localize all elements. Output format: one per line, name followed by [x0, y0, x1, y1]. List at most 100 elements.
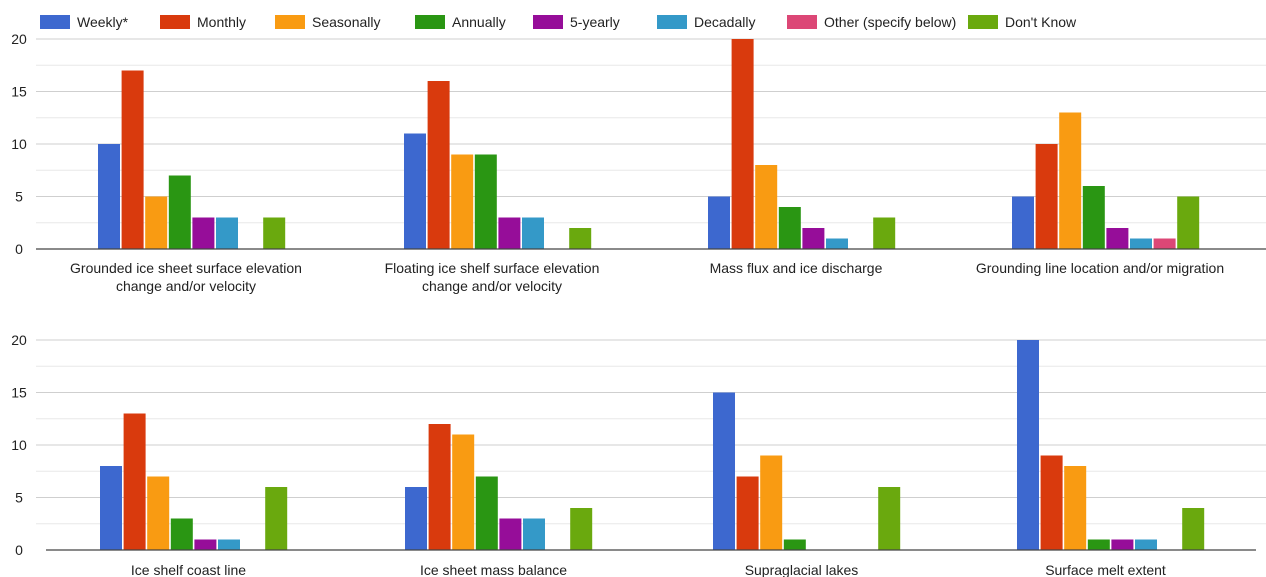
bar [713, 392, 735, 550]
bar [522, 217, 544, 249]
bar [404, 133, 426, 249]
legend-item: Seasonally [275, 14, 381, 30]
bar [263, 217, 286, 249]
category-label: Grounded ice sheet surface elevation chan… [70, 260, 302, 294]
bar [1035, 144, 1058, 249]
legend-label: Weekly* [77, 14, 129, 30]
y-tick-label: 20 [11, 332, 27, 348]
category-label-line: Grounding line location and/or migration [976, 260, 1224, 276]
bar [451, 154, 474, 249]
y-tick-label: 15 [11, 385, 27, 401]
category-label-line: change and/or velocity [116, 278, 256, 294]
legend-label: Decadally [694, 14, 755, 30]
bar [873, 217, 896, 249]
bar [499, 518, 522, 550]
bar [1087, 539, 1110, 550]
y-tick-label: 15 [11, 84, 27, 100]
x-axis-labels: Grounded ice sheet surface elevation chan… [70, 260, 1224, 294]
legend-label: Don't Know [1005, 14, 1077, 30]
category-label-line: change and/or velocity [422, 278, 562, 294]
legend-label: 5-yearly [570, 14, 620, 30]
legend-label: Annually [452, 14, 506, 30]
bars [100, 340, 1205, 550]
legend-item: Monthly [160, 14, 246, 30]
bar [1130, 238, 1152, 249]
bar [427, 81, 450, 249]
bar [523, 518, 545, 550]
y-tick-label: 5 [15, 189, 23, 205]
category-label-line: Mass flux and ice discharge [710, 260, 883, 276]
legend-swatch [787, 15, 817, 29]
category-label: Grounding line location and/or migration [976, 260, 1224, 276]
legend-item: 5-yearly [533, 14, 620, 30]
legend-label: Seasonally [312, 14, 381, 30]
bar [1153, 238, 1176, 249]
y-tick-label: 10 [11, 136, 27, 152]
bar [708, 196, 730, 249]
y-axis-ticks: 0 5 10 15 20 [11, 31, 27, 257]
legend-item: Don't Know [968, 14, 1077, 30]
legend-swatch [657, 15, 687, 29]
bar [216, 217, 238, 249]
bar [474, 154, 497, 249]
legend-item: Decadally [657, 14, 755, 30]
bar [1059, 112, 1082, 249]
bar [121, 70, 144, 249]
bar [265, 487, 288, 550]
category-label: Mass flux and ice discharge [710, 260, 883, 276]
y-tick-label: 10 [11, 437, 27, 453]
bar [1177, 196, 1200, 249]
category-label-line: Floating ice shelf surface elevation [385, 260, 600, 276]
legend-swatch [275, 15, 305, 29]
category-label: Floating ice shelf surface elevation chan… [385, 260, 600, 294]
category-label: Supraglacial lakes [745, 562, 859, 577]
bar [878, 487, 901, 550]
legend-swatch [968, 15, 998, 29]
bar [802, 228, 825, 249]
legend-swatch [160, 15, 190, 29]
bar [736, 476, 759, 550]
chart-panel: 0 5 10 15 20 Ice shelf coast line Ice sheet ma… [11, 332, 1266, 577]
category-label-line: Surface melt extent [1045, 562, 1166, 577]
bar [475, 476, 498, 550]
bar [168, 175, 191, 249]
y-tick-label: 0 [15, 241, 23, 257]
bar [731, 39, 754, 249]
y-tick-label: 0 [15, 542, 23, 558]
bar [755, 165, 778, 249]
bar [1135, 539, 1157, 550]
bar [218, 539, 240, 550]
y-tick-label: 20 [11, 31, 27, 47]
legend-item: Weekly* [40, 14, 129, 30]
legend-label: Other (specify below) [824, 14, 956, 30]
bar [147, 476, 170, 550]
x-axis-labels: Ice shelf coast line Ice sheet mass balan… [131, 562, 1166, 577]
bar [1064, 466, 1087, 550]
bar [170, 518, 193, 550]
chart-panel: 0 5 10 15 20 Grounded ice sheet surface eleva… [11, 31, 1266, 294]
bars [98, 39, 1200, 249]
bar [405, 487, 427, 550]
legend-item: Annually [415, 14, 506, 30]
bar [1040, 455, 1063, 550]
bar [123, 413, 146, 550]
legend-item: Other (specify below) [787, 14, 956, 30]
category-label-line: Grounded ice sheet surface elevation [70, 260, 302, 276]
legend-swatch [40, 15, 70, 29]
bar [145, 196, 168, 249]
bar [194, 539, 217, 550]
category-label-line: Ice shelf coast line [131, 562, 246, 577]
bar [826, 238, 848, 249]
category-label-line: Ice sheet mass balance [420, 562, 567, 577]
bar [1082, 186, 1105, 249]
bar [98, 144, 120, 249]
category-label-line: Supraglacial lakes [745, 562, 859, 577]
bar [778, 207, 801, 249]
bar [569, 228, 592, 249]
bar [783, 539, 806, 550]
category-label: Ice shelf coast line [131, 562, 246, 577]
legend: Weekly* Monthly Seasonally Annually 5-yearly… [40, 14, 1077, 30]
category-label: Surface melt extent [1045, 562, 1166, 577]
gridlines [36, 38, 1266, 224]
